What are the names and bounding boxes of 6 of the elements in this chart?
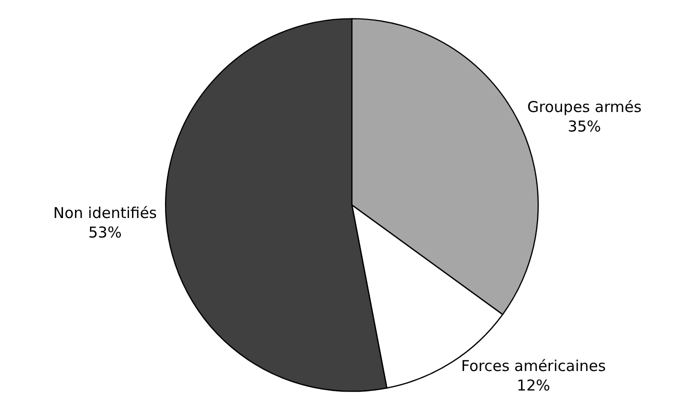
data-label: 53% bbox=[88, 223, 122, 242]
slice-label: Non identifiés bbox=[53, 204, 158, 222]
slice-label: Forces américaines bbox=[461, 356, 606, 375]
slice-label: Groupes armés bbox=[527, 98, 642, 116]
data-label: 35% bbox=[568, 117, 602, 136]
data-label: 12% bbox=[516, 376, 550, 394]
